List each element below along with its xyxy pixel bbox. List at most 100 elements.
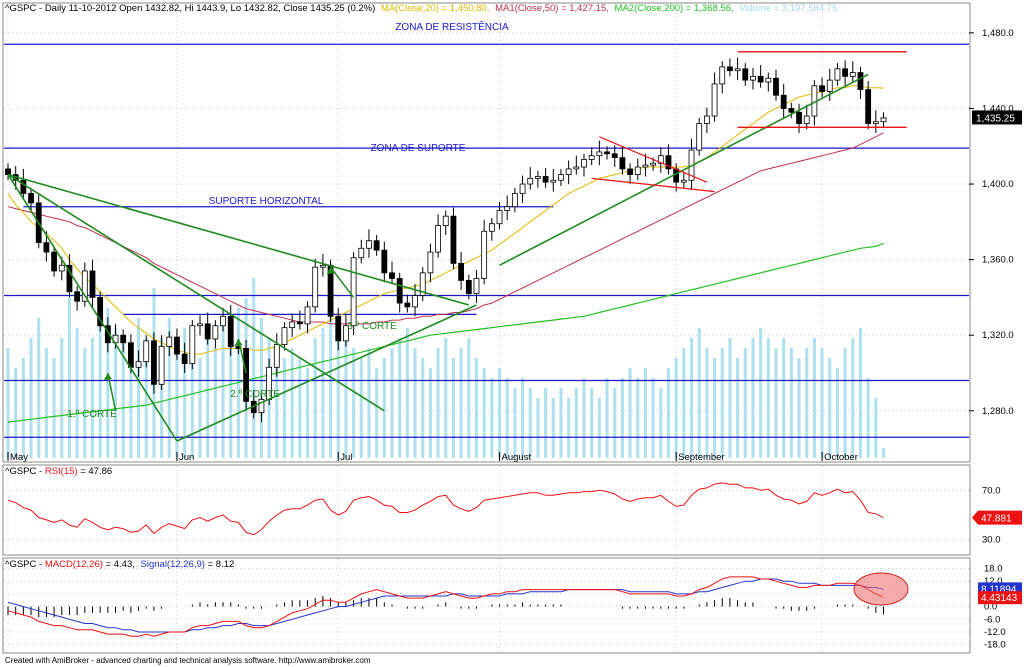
macd-legend-value: = 4.43,: [106, 559, 135, 570]
candle-up: [872, 121, 879, 124]
cut-arrow-head: [234, 338, 243, 346]
volume-bar: [812, 338, 816, 458]
candle-down: [66, 264, 73, 293]
volume-legend: Volume = 3,197,584.75: [739, 3, 837, 14]
candle-up: [81, 270, 88, 302]
candle-up: [703, 115, 710, 124]
candle-down: [465, 279, 472, 295]
volume-bar: [643, 368, 647, 458]
volume-bar: [259, 318, 263, 458]
volume-bar: [736, 358, 740, 458]
volume-bar: [805, 348, 809, 458]
volume-bar: [713, 358, 717, 458]
volume-bar: [482, 368, 486, 458]
volume-bar: [636, 378, 640, 458]
macd-tick-label: 12.0: [984, 576, 1003, 587]
volume-bar: [405, 328, 409, 458]
candle-up: [473, 278, 480, 295]
candle-down: [127, 342, 134, 368]
candle-down: [296, 321, 303, 325]
macd-tick-label: -18.0: [984, 640, 1006, 651]
candle-down: [243, 348, 249, 402]
volume-bar: [290, 348, 294, 458]
volume-bar: [60, 338, 64, 458]
candle-up: [719, 66, 726, 85]
candle-up: [535, 176, 541, 179]
price-tick-label: 1,480.0: [982, 28, 1014, 39]
candle-up: [220, 315, 226, 327]
volume-bar: [820, 348, 824, 458]
candle-up: [143, 340, 150, 363]
month-axis: May Jun Jul August September October: [7, 452, 858, 463]
volume-bar: [613, 388, 617, 458]
candle-down: [28, 193, 34, 204]
candle-down: [788, 108, 795, 113]
volume-bar: [851, 338, 855, 458]
month-label: Jul: [340, 452, 352, 463]
macd-cross-highlight: [853, 572, 909, 606]
volume-bar: [705, 348, 709, 458]
candle-down: [627, 168, 633, 175]
candle-down: [151, 340, 157, 385]
volume-bar: [329, 308, 333, 458]
trendlines: [7, 51, 907, 442]
candle-up: [734, 68, 741, 72]
rsi-axis: 70.0 30.0 47.881: [972, 485, 1022, 546]
volume-bar: [505, 378, 509, 458]
candle-up: [419, 272, 426, 296]
candle-up: [634, 166, 641, 175]
volume-bar: [720, 348, 724, 458]
volume-bar: [620, 378, 624, 458]
candle-up: [412, 295, 418, 308]
rsi-line: [7, 482, 884, 536]
candle-up: [58, 264, 65, 272]
candle-up: [504, 206, 511, 211]
volume-bar: [574, 388, 578, 458]
volume-bar: [298, 358, 302, 458]
volume-bar: [528, 388, 532, 458]
cut-arrow-head: [326, 267, 335, 275]
rsi-panel-frame: [2, 464, 971, 556]
candle-down: [204, 323, 211, 340]
volume-bar: [544, 388, 548, 458]
volume-bar: [75, 328, 79, 458]
footer-credit: Created with AmiBroker - advanced charti…: [5, 656, 371, 665]
candle-down: [89, 270, 96, 298]
macd-tick-label: 0.0: [984, 602, 997, 613]
volume-bar: [37, 318, 41, 458]
last-price-label: 1,435.25: [976, 113, 1015, 124]
volume-bar: [21, 358, 25, 458]
volume-bar: [774, 348, 778, 458]
ma50-legend: MA1(Close,50) = 1,427.15,: [495, 3, 609, 14]
candle-up: [596, 151, 603, 157]
signal-legend-name: Signal(12,26,9): [141, 559, 205, 570]
rsi-header: ^GSPC - RSI(15) = 47.86: [5, 466, 112, 477]
candle-up: [488, 223, 495, 232]
volume-bar: [467, 338, 471, 458]
candle-up: [519, 183, 526, 194]
volume-bar: [44, 348, 48, 458]
volume-bar: [567, 398, 571, 458]
horizontal-levels: [4, 43, 969, 438]
candle-up: [573, 166, 580, 170]
macd-header: ^GSPC - MACD(12,26) = 4.43, Signal(12,26…: [5, 559, 234, 570]
price-tick-label: 1,440.0: [982, 103, 1014, 114]
volume-bar: [114, 328, 118, 458]
volume-bar: [628, 368, 632, 458]
channel-line-lower: [591, 177, 715, 193]
volume-bar: [436, 348, 440, 458]
volume-bar: [866, 378, 870, 458]
volume-bar: [551, 398, 555, 458]
volume-bar: [367, 348, 371, 458]
candle-up: [343, 325, 349, 342]
candle-up: [258, 399, 265, 414]
candle-down: [780, 94, 787, 109]
volume-bar: [252, 278, 256, 458]
volume-bar: [382, 358, 386, 458]
cut-arrow-head: [103, 372, 112, 380]
macd-header-prefix: ^GSPC -: [5, 559, 45, 570]
volume-bar: [137, 318, 141, 458]
candle-down: [757, 75, 764, 83]
volume-bar: [29, 338, 33, 458]
trendline: [499, 73, 869, 266]
